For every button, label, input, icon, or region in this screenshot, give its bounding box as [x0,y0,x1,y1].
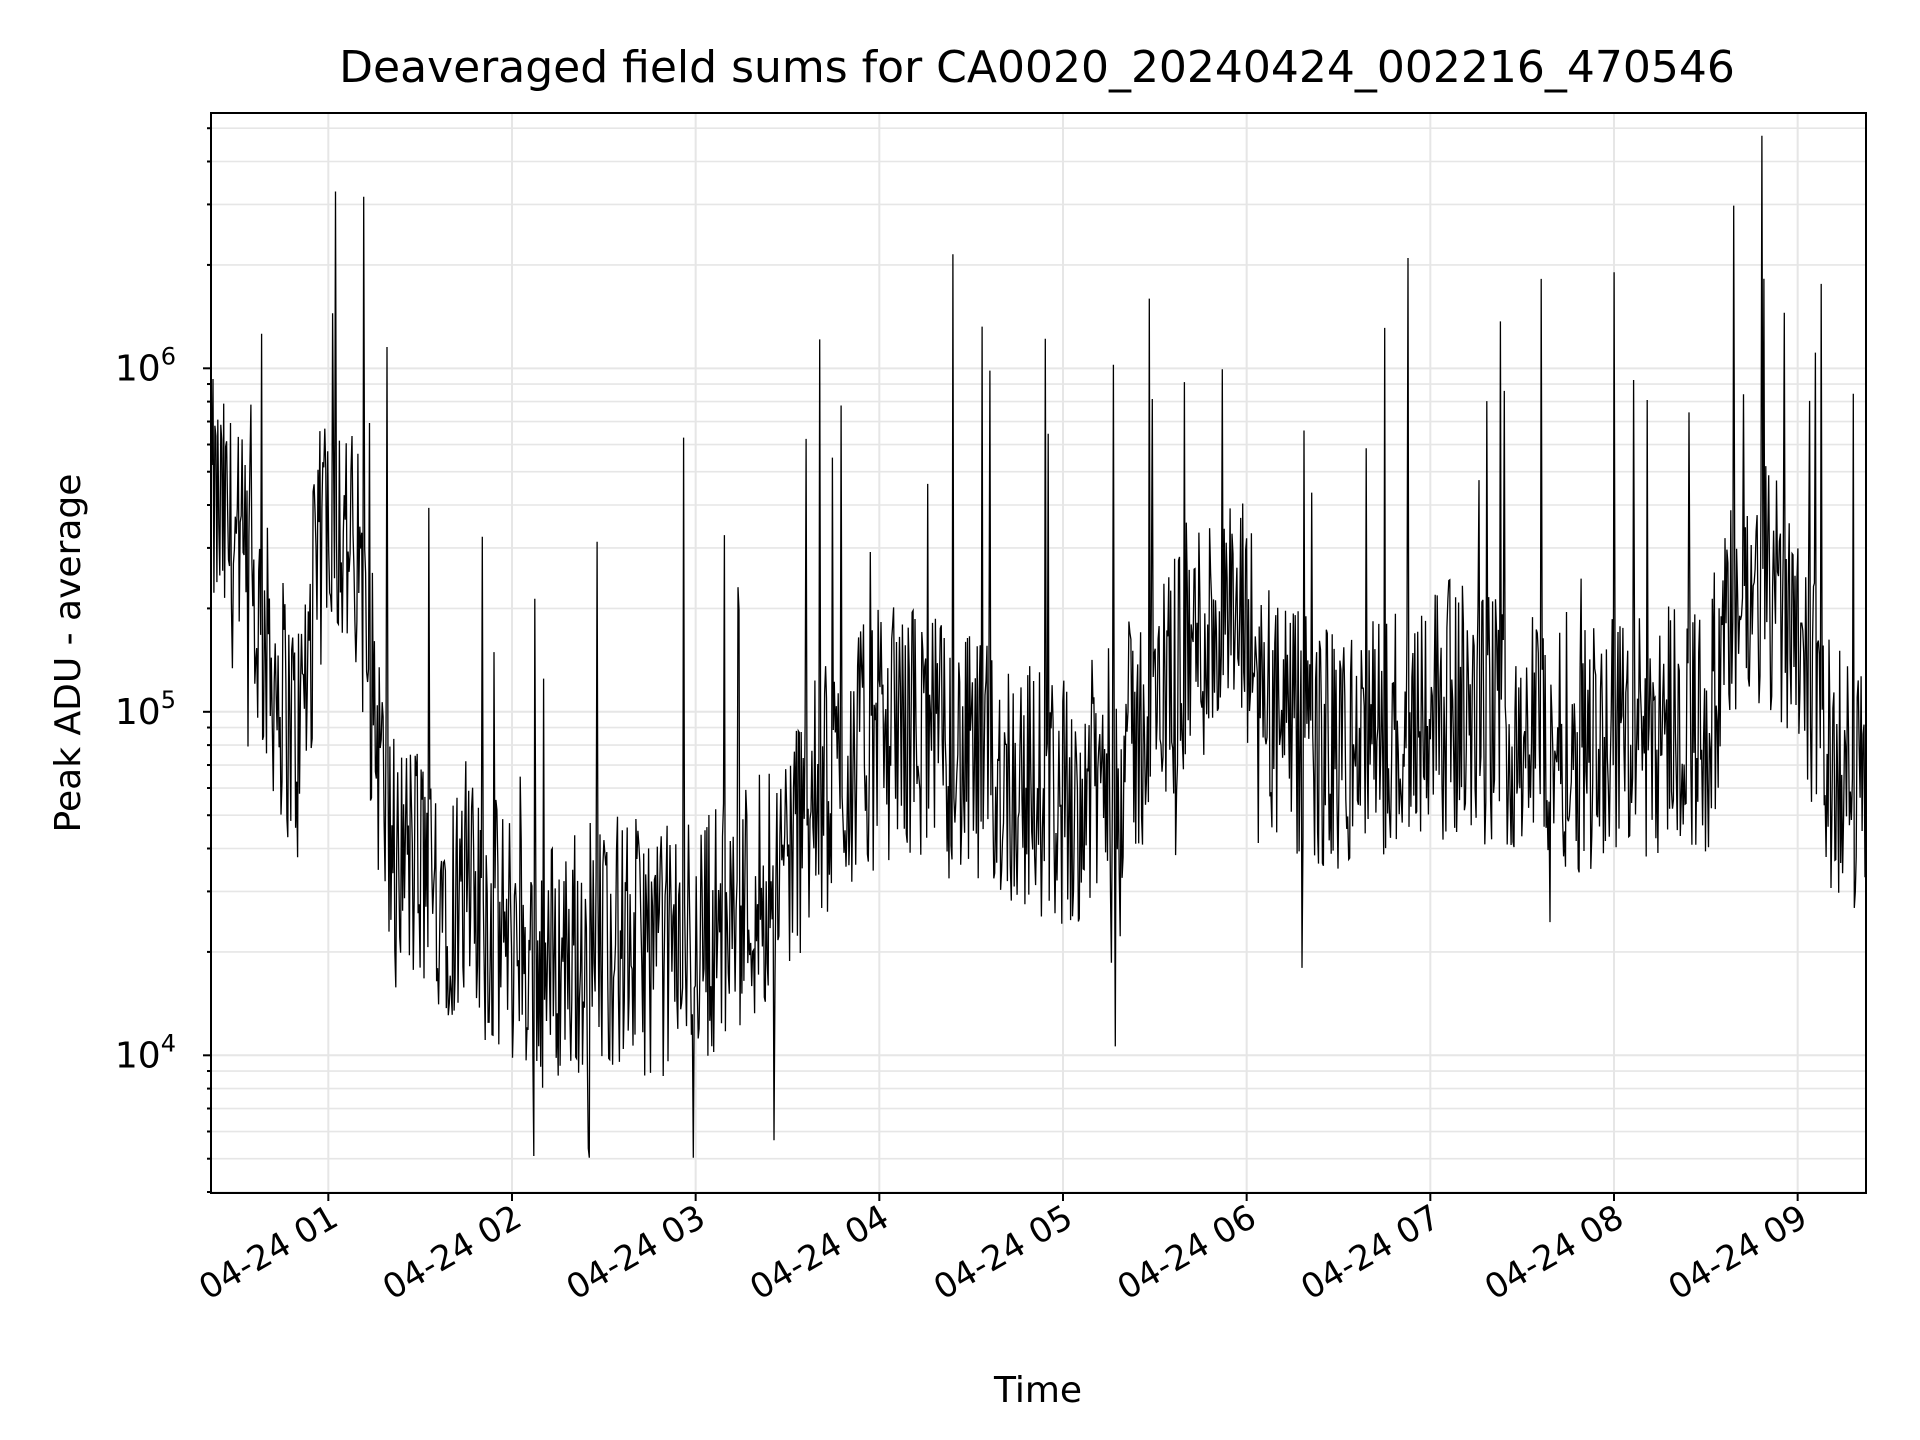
x-tick-label: 04-24 01 [192,1197,344,1308]
y-axis-label: Peak ADU - average [48,474,89,833]
x-tick-label: 04-24 03 [560,1197,712,1308]
y-tick-label: 106 [115,342,176,389]
chart-title: Deaveraged field sums for CA0020_2024042… [339,42,1735,93]
x-tick-label: 04-24 09 [1662,1197,1814,1308]
y-tick-label: 105 [115,686,176,733]
x-axis: 04-24 01 04-24 02 04-24 03 04-24 04 04-24 05… [192,1192,1814,1308]
x-tick-label: 04-24 07 [1294,1197,1446,1308]
grid [212,114,1865,1193]
series-path [211,135,1866,1158]
x-tick-label: 04-24 02 [376,1197,528,1308]
series-line [211,135,1866,1158]
y-axis: 104 105 106 [115,127,212,1193]
x-axis-label: Time [993,1370,1082,1411]
y-tick-label: 104 [115,1029,176,1076]
x-tick-label: 04-24 04 [743,1197,895,1308]
plot-frame [210,112,1867,1194]
x-tick-label: 04-24 06 [1111,1197,1263,1308]
x-tick-label: 04-24 05 [927,1197,1079,1308]
x-tick-label: 04-24 08 [1478,1197,1630,1308]
